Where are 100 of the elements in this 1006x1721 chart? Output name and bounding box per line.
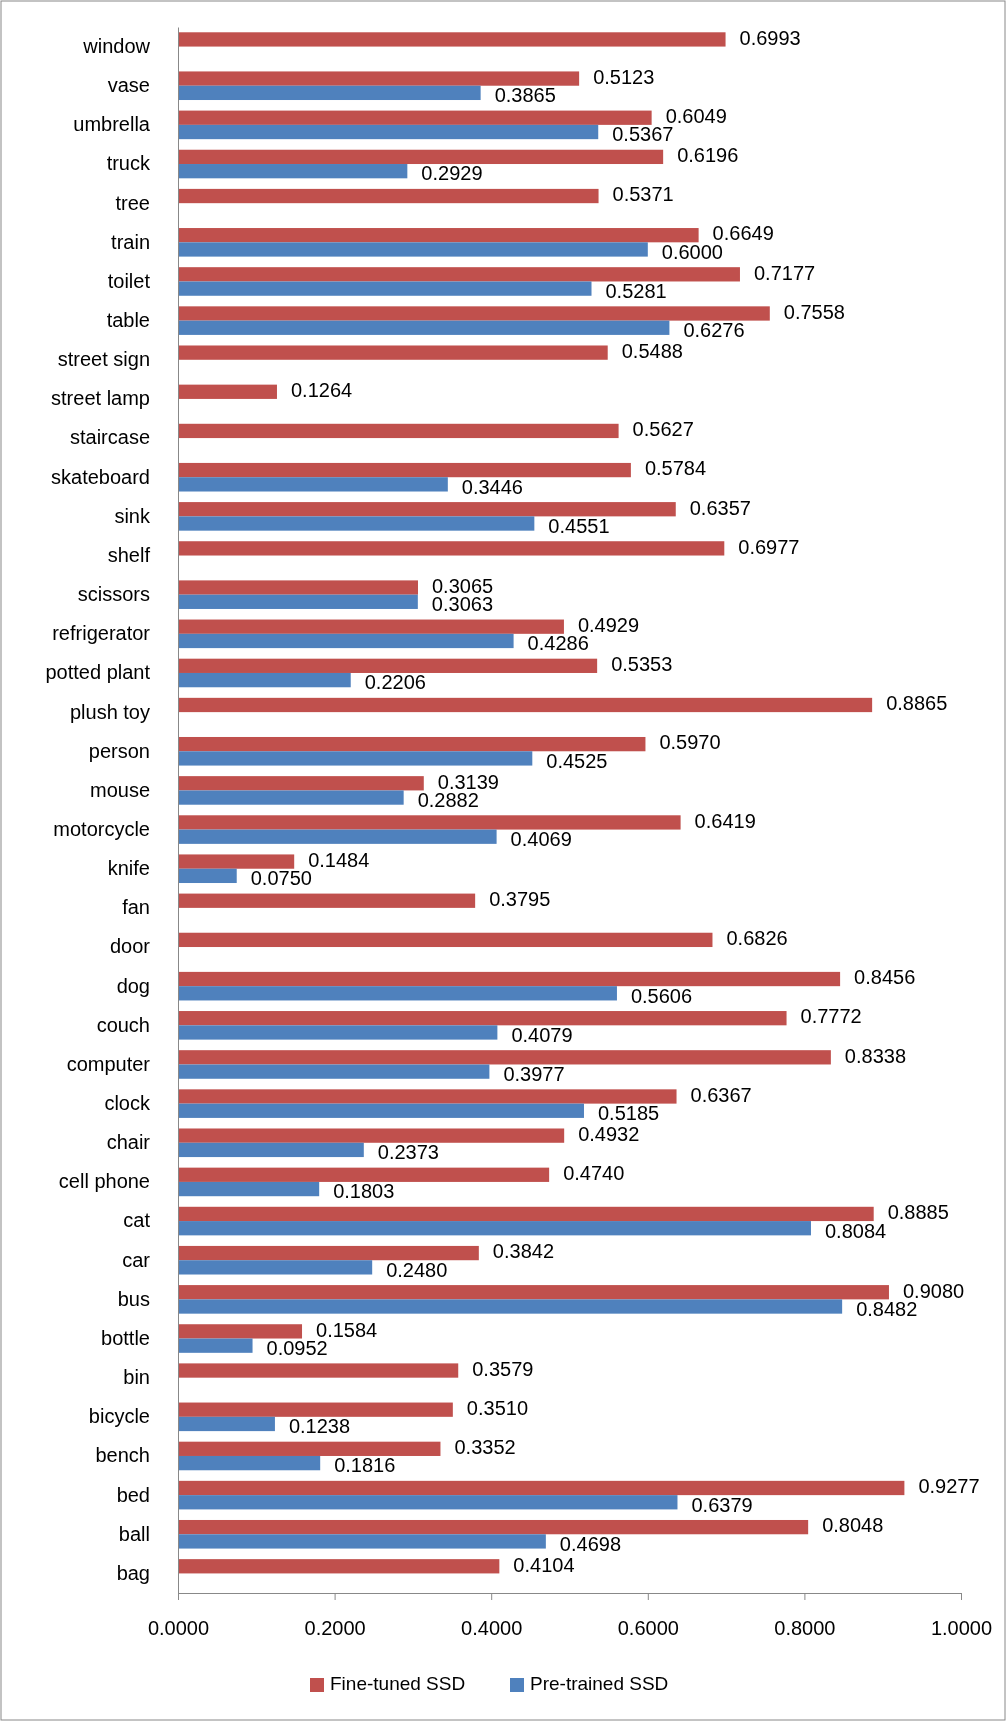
bar (178, 1206, 874, 1222)
y-tick-label: bed (116, 1483, 150, 1506)
data-label: 0.1803 (333, 1180, 395, 1203)
y-tick-label: couch (96, 1013, 150, 1036)
bar (178, 1221, 811, 1236)
bar (178, 1011, 787, 1026)
data-label: 0.5488 (621, 339, 683, 362)
bar (178, 228, 699, 243)
y-tick-label: bin (123, 1366, 150, 1389)
y-tick-label: street lamp (51, 387, 150, 410)
data-label: 0.2206 (364, 671, 426, 694)
data-label: 0.6993 (739, 26, 801, 49)
bar (178, 516, 535, 531)
bar (178, 164, 408, 179)
y-tick-label: table (106, 309, 150, 332)
bar (178, 776, 424, 791)
data-label: 0.5353 (611, 653, 673, 676)
data-label: 0.3842 (492, 1240, 554, 1263)
y-tick-label: vase (107, 74, 150, 97)
bar (178, 971, 841, 987)
bar (178, 1338, 253, 1353)
bar (178, 281, 592, 296)
x-tick-label: 0.4000 (461, 1617, 523, 1639)
data-label: 0.6379 (691, 1493, 753, 1516)
data-label: 0.6276 (683, 319, 745, 342)
bar (178, 1534, 546, 1549)
bar (178, 1455, 321, 1471)
y-tick-label: shelf (107, 543, 151, 566)
y-tick-label: train (111, 230, 150, 253)
bar (178, 149, 664, 165)
y-tick-label: toilet (107, 269, 151, 292)
bar (178, 188, 599, 204)
data-label: 0.4069 (510, 828, 572, 850)
bar (178, 633, 514, 649)
bar (178, 854, 295, 869)
bar (178, 619, 564, 634)
data-label: 0.3510 (466, 1396, 528, 1419)
y-tick-label: bus (117, 1287, 150, 1310)
y-tick-label: bag (116, 1561, 150, 1584)
data-label: 0.1264 (290, 379, 353, 402)
data-label: 0.5627 (632, 418, 694, 441)
bar (178, 1285, 889, 1300)
legend-label: Pre-trained SSD (530, 1673, 669, 1695)
bar (178, 829, 497, 844)
data-label: 0.7772 (800, 1005, 862, 1028)
y-tick-label: street sign (57, 348, 150, 371)
bar (178, 672, 351, 688)
y-tick-label: truck (106, 152, 151, 175)
y-tick-label: motorcycle (53, 817, 150, 840)
bar (178, 1245, 479, 1261)
y-tick-label: ball (118, 1522, 150, 1545)
x-tick-label: 0.8000 (774, 1617, 836, 1639)
data-label: 0.5371 (612, 183, 674, 206)
data-label: 0.2480 (386, 1258, 448, 1281)
data-label: 0.3352 (454, 1436, 516, 1459)
y-tick-label: computer (66, 1052, 151, 1075)
y-tick-label: tree (115, 191, 150, 214)
bar (178, 1167, 550, 1182)
y-tick-label: skateboard (51, 465, 150, 488)
data-label: 0.4932 (578, 1122, 640, 1145)
data-label: 0.5123 (593, 65, 655, 88)
y-tick-label: sink (114, 504, 151, 527)
y-tick-label: potted plant (45, 661, 151, 684)
data-label: 0.2373 (377, 1141, 439, 1164)
y-tick-label: refrigerator (52, 622, 151, 645)
bar (178, 736, 646, 752)
data-label: 0.5185 (597, 1102, 660, 1125)
bar (178, 790, 404, 805)
bar (178, 462, 631, 478)
bar (178, 815, 681, 830)
data-label: 0.8865 (886, 692, 948, 715)
bar (178, 986, 617, 1001)
data-label: 0.6826 (726, 927, 788, 950)
y-tick-label: window (82, 34, 151, 57)
bar (178, 502, 676, 517)
y-tick-label: bench (95, 1444, 150, 1467)
bar (178, 124, 599, 140)
data-label: 0.8338 (844, 1044, 907, 1067)
data-label: 0.5970 (659, 731, 721, 754)
data-label: 0.7558 (783, 300, 845, 323)
legend-label: Fine-tuned SSD (330, 1673, 466, 1695)
y-tick-label: cell phone (58, 1170, 150, 1193)
y-tick-label: bottle (101, 1326, 150, 1349)
data-label: 0.6419 (694, 809, 756, 832)
data-label: 0.4698 (559, 1532, 622, 1555)
data-label: 0.6196 (677, 144, 739, 167)
bar (178, 658, 598, 673)
data-label: 0.3865 (494, 84, 556, 107)
data-label: 0.4079 (511, 1023, 573, 1046)
y-tick-label: fan (122, 896, 150, 919)
data-label: 0.4525 (546, 749, 608, 772)
bar (178, 594, 418, 609)
bar (178, 751, 533, 766)
y-tick-label: person (88, 739, 150, 762)
bar (178, 1299, 843, 1314)
bar (178, 242, 648, 257)
bar (178, 1050, 831, 1065)
y-tick-label: door (109, 935, 151, 958)
data-label: 0.2929 (421, 162, 483, 185)
data-label: 0.1238 (288, 1415, 351, 1438)
